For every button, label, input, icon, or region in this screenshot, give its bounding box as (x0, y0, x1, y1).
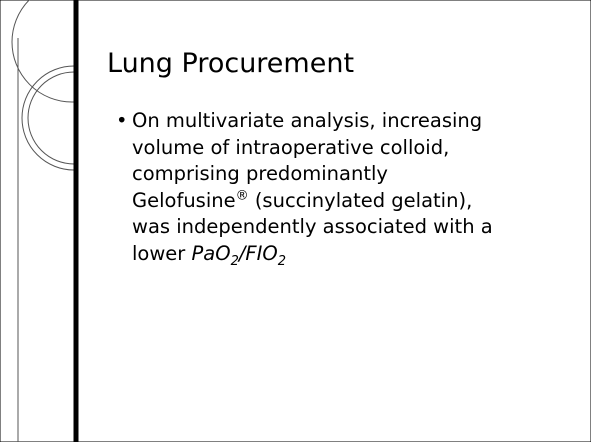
text: On multivariate analysis, increasing vol… (132, 109, 483, 212)
subscript: 2 (277, 253, 287, 269)
circles (11, 0, 74, 171)
bullet-dot: • (116, 109, 128, 132)
subscript: 2 (230, 253, 239, 269)
superscript: ® (235, 188, 249, 203)
text: /FIO (238, 241, 278, 265)
text: (succinylated gelatin), was independentl… (132, 188, 493, 265)
text: PaO (191, 241, 231, 265)
bullet: • On multivariate analysis, increasing vo… (116, 108, 502, 267)
slide-title: Lung Procurement (107, 48, 355, 79)
